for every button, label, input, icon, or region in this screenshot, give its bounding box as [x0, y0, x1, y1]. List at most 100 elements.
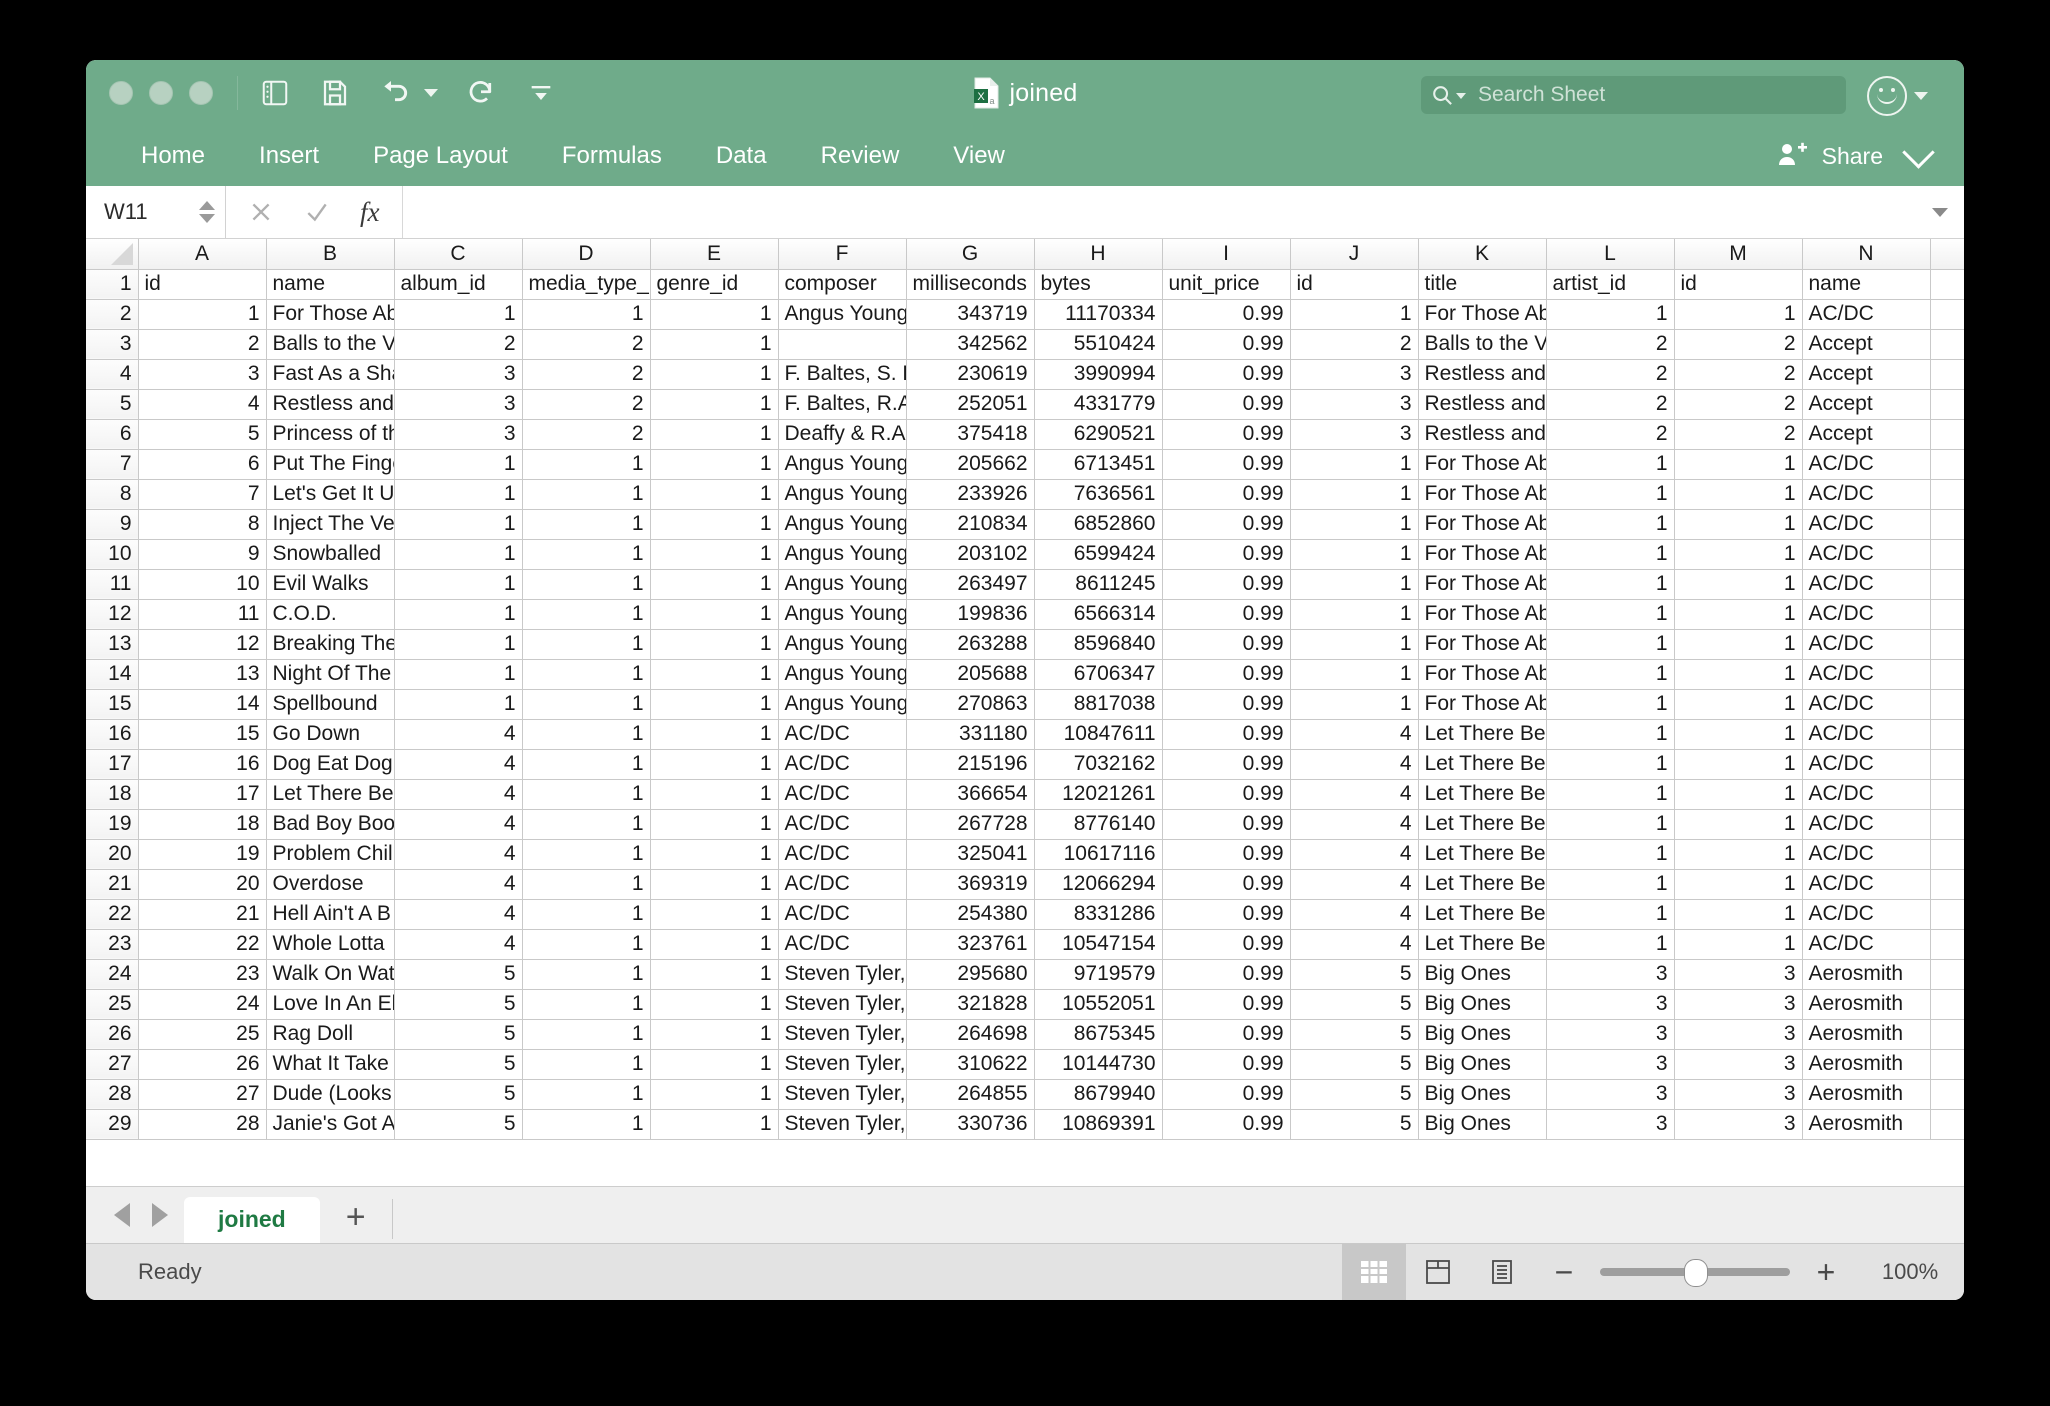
cell-e22[interactable]: 1 [650, 899, 779, 930]
cell-e24[interactable]: 1 [650, 959, 779, 990]
cell-i22[interactable]: 0.99 [1162, 899, 1291, 930]
name-box-value[interactable]: W11 [104, 199, 148, 224]
row-header[interactable]: 23 [86, 929, 139, 960]
cell-o21[interactable] [1930, 869, 1964, 900]
cell-i20[interactable]: 0.99 [1162, 839, 1291, 870]
cell-e6[interactable]: 1 [650, 419, 779, 450]
cell-j6[interactable]: 3 [1290, 419, 1419, 450]
cell-e11[interactable]: 1 [650, 569, 779, 600]
cell-g27[interactable]: 310622 [906, 1049, 1035, 1080]
minimize-window-button[interactable] [149, 81, 173, 105]
cell-j23[interactable]: 4 [1290, 929, 1419, 960]
cell-n13[interactable]: AC/DC [1802, 629, 1931, 660]
cell-o12[interactable] [1930, 599, 1964, 630]
cell-b28[interactable]: Dude (Looks [266, 1079, 395, 1110]
cell-header-g[interactable]: milliseconds [906, 269, 1035, 300]
cell-k17[interactable]: Let There Be [1418, 749, 1547, 780]
cell-f24[interactable]: Steven Tyler, [778, 959, 907, 990]
redo-icon[interactable] [464, 76, 498, 110]
cell-e9[interactable]: 1 [650, 509, 779, 540]
cell-k11[interactable]: For Those Ab [1418, 569, 1547, 600]
cell-m6[interactable]: 2 [1674, 419, 1803, 450]
cell-l11[interactable]: 1 [1546, 569, 1675, 600]
cell-h12[interactable]: 6566314 [1034, 599, 1163, 630]
cell-n24[interactable]: Aerosmith [1802, 959, 1931, 990]
cell-c20[interactable]: 4 [394, 839, 523, 870]
cell-b3[interactable]: Balls to the V [266, 329, 395, 360]
cell-h25[interactable]: 10552051 [1034, 989, 1163, 1020]
cell-n7[interactable]: AC/DC [1802, 449, 1931, 480]
cell-j4[interactable]: 3 [1290, 359, 1419, 390]
cell-m7[interactable]: 1 [1674, 449, 1803, 480]
column-header-f[interactable]: F [778, 239, 907, 270]
cell-l17[interactable]: 1 [1546, 749, 1675, 780]
column-header-l[interactable]: L [1546, 239, 1675, 270]
cell-f3[interactable] [778, 329, 907, 360]
cell-h2[interactable]: 11170334 [1034, 299, 1163, 330]
cell-g23[interactable]: 323761 [906, 929, 1035, 960]
cell-f9[interactable]: Angus Young [778, 509, 907, 540]
cell-b27[interactable]: What It Take [266, 1049, 395, 1080]
cell-b29[interactable]: Janie's Got A [266, 1109, 395, 1140]
cell-a12[interactable]: 11 [138, 599, 267, 630]
cell-j26[interactable]: 5 [1290, 1019, 1419, 1050]
row-header[interactable]: 29 [86, 1109, 139, 1140]
cell-m23[interactable]: 1 [1674, 929, 1803, 960]
cell-o17[interactable] [1930, 749, 1964, 780]
cell-b7[interactable]: Put The Finge [266, 449, 395, 480]
row-header[interactable]: 16 [86, 719, 139, 750]
cell-n10[interactable]: AC/DC [1802, 539, 1931, 570]
cell-o7[interactable] [1930, 449, 1964, 480]
cell-d23[interactable]: 1 [522, 929, 651, 960]
cell-l27[interactable]: 3 [1546, 1049, 1675, 1080]
cell-d27[interactable]: 1 [522, 1049, 651, 1080]
cell-f13[interactable]: Angus Young [778, 629, 907, 660]
cell-g19[interactable]: 267728 [906, 809, 1035, 840]
cell-j9[interactable]: 1 [1290, 509, 1419, 540]
cell-o16[interactable] [1930, 719, 1964, 750]
cell-g2[interactable]: 343719 [906, 299, 1035, 330]
tab-review[interactable]: Review [820, 142, 900, 169]
cell-h24[interactable]: 9719579 [1034, 959, 1163, 990]
cell-m12[interactable]: 1 [1674, 599, 1803, 630]
cell-b21[interactable]: Overdose [266, 869, 395, 900]
cell-n4[interactable]: Accept [1802, 359, 1931, 390]
cell-header-k[interactable]: title [1418, 269, 1547, 300]
cell-e25[interactable]: 1 [650, 989, 779, 1020]
cell-a3[interactable]: 2 [138, 329, 267, 360]
cell-j13[interactable]: 1 [1290, 629, 1419, 660]
cell-o29[interactable] [1930, 1109, 1964, 1140]
cell-a4[interactable]: 3 [138, 359, 267, 390]
cell-l10[interactable]: 1 [1546, 539, 1675, 570]
cell-l21[interactable]: 1 [1546, 869, 1675, 900]
cell-l24[interactable]: 3 [1546, 959, 1675, 990]
cell-l2[interactable]: 1 [1546, 299, 1675, 330]
cell-i3[interactable]: 0.99 [1162, 329, 1291, 360]
cell-header-a[interactable]: id [138, 269, 267, 300]
cell-e21[interactable]: 1 [650, 869, 779, 900]
cell-h16[interactable]: 10847611 [1034, 719, 1163, 750]
cell-l15[interactable]: 1 [1546, 689, 1675, 720]
tab-home[interactable]: Home [141, 142, 206, 169]
row-header[interactable]: 7 [86, 449, 139, 480]
cell-e18[interactable]: 1 [650, 779, 779, 810]
cell-m11[interactable]: 1 [1674, 569, 1803, 600]
cell-i13[interactable]: 0.99 [1162, 629, 1291, 660]
tab-page-layout[interactable]: Page Layout [373, 142, 508, 169]
cell-g16[interactable]: 331180 [906, 719, 1035, 750]
cell-n16[interactable]: AC/DC [1802, 719, 1931, 750]
maximize-window-button[interactable] [189, 81, 213, 105]
cell-e26[interactable]: 1 [650, 1019, 779, 1050]
cell-k29[interactable]: Big Ones [1418, 1109, 1547, 1140]
cell-f20[interactable]: AC/DC [778, 839, 907, 870]
cell-c22[interactable]: 4 [394, 899, 523, 930]
cell-k7[interactable]: For Those Ab [1418, 449, 1547, 480]
cell-g8[interactable]: 233926 [906, 479, 1035, 510]
cell-n6[interactable]: Accept [1802, 419, 1931, 450]
cell-k25[interactable]: Big Ones [1418, 989, 1547, 1020]
cell-a18[interactable]: 17 [138, 779, 267, 810]
cell-d5[interactable]: 2 [522, 389, 651, 420]
cell-g7[interactable]: 205662 [906, 449, 1035, 480]
cell-header-e[interactable]: genre_id [650, 269, 779, 300]
cell-g10[interactable]: 203102 [906, 539, 1035, 570]
